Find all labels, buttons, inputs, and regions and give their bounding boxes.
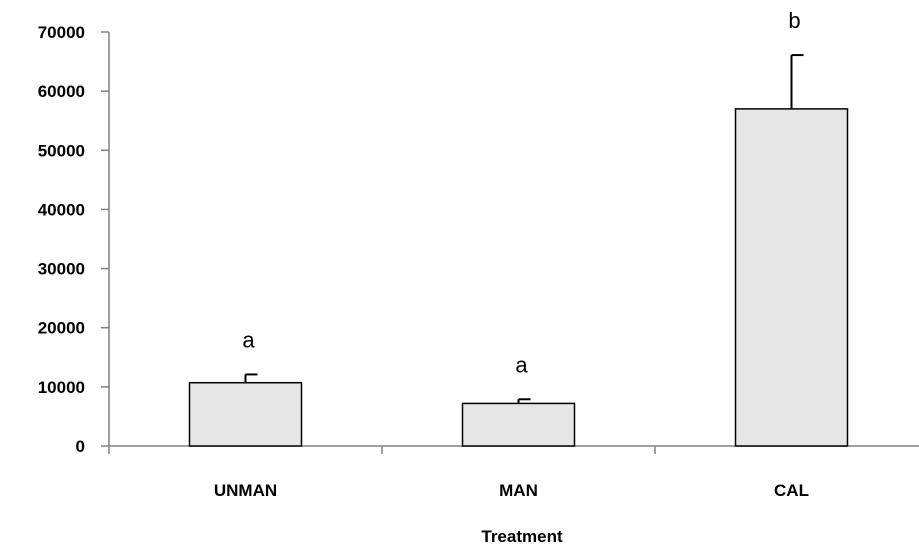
category-labels: UNMAN MAN CAL bbox=[214, 481, 809, 500]
category-label-cal: CAL bbox=[774, 481, 809, 500]
bar-man bbox=[461, 402, 576, 447]
significance-label: a bbox=[515, 352, 528, 377]
y-tick-label: 50000 bbox=[38, 141, 85, 160]
y-tick-label: 70000 bbox=[38, 23, 85, 42]
y-tick-label: 60000 bbox=[38, 82, 85, 101]
category-label-man: MAN bbox=[499, 481, 538, 500]
y-tick-label: 20000 bbox=[38, 319, 85, 338]
bar-unman bbox=[188, 381, 303, 447]
y-tick-label: 10000 bbox=[38, 378, 85, 397]
y-tick-label: 40000 bbox=[38, 200, 85, 219]
x-axis-title: Treatment bbox=[481, 527, 563, 546]
significance-label: a bbox=[242, 327, 255, 352]
y-axis: 0 10000 20000 30000 40000 50000 60000 70000 bbox=[38, 23, 110, 456]
y-tick-label: 30000 bbox=[38, 260, 85, 279]
significance-labels: a a b bbox=[242, 8, 800, 377]
bars bbox=[188, 108, 849, 447]
x-axis bbox=[108, 445, 919, 454]
error-bars bbox=[244, 54, 804, 404]
category-label-unman: UNMAN bbox=[214, 481, 277, 500]
y-tick-label: 0 bbox=[76, 437, 85, 456]
significance-label: b bbox=[788, 8, 800, 33]
bar-cal bbox=[734, 108, 849, 447]
